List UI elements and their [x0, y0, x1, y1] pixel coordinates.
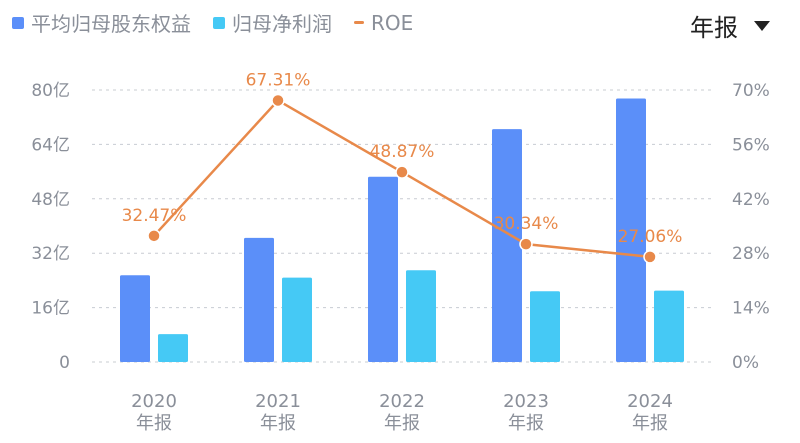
chart-legend: 平均归母股东权益 归母净利润 ROE — [12, 8, 413, 37]
y-right-tick-label: 0% — [732, 353, 759, 373]
bar-net-profit — [654, 290, 684, 362]
y-right-tick-label: 42% — [732, 190, 770, 210]
x-tick-label: 2022 — [379, 391, 425, 412]
roe-data-label: 30.34% — [494, 214, 559, 234]
roe-data-label: 27.06% — [618, 227, 683, 247]
period-selector[interactable]: 年报 — [690, 8, 770, 43]
roe-point — [271, 93, 285, 108]
roe-data-label: 32.47% — [122, 206, 187, 226]
y-right-tick-label: 70% — [732, 81, 770, 101]
legend-swatch-equity — [12, 16, 24, 29]
legend-item-roe: ROE — [354, 11, 413, 35]
legend-swatch-roe — [354, 21, 364, 24]
x-tick-label: 2023 — [503, 391, 549, 412]
bar-equity — [368, 176, 398, 362]
roe-point — [147, 229, 161, 243]
y-right-tick-label: 14% — [732, 299, 770, 319]
bar-equity — [120, 275, 150, 362]
x-tick-label: 2024 — [627, 391, 673, 412]
legend-swatch-net-profit — [213, 16, 225, 29]
legend-item-equity: 平均归母股东权益 — [12, 8, 191, 37]
bar-equity — [616, 98, 646, 362]
y-left-tick-label: 0 — [59, 353, 70, 373]
y-left-tick-label: 48亿 — [31, 190, 70, 210]
y-left-tick-label: 32亿 — [31, 244, 70, 264]
y-right-tick-label: 28% — [732, 244, 770, 264]
x-tick-label: 年报 — [632, 413, 668, 434]
legend-item-net-profit: 归母净利润 — [213, 8, 332, 37]
caret-down-icon — [754, 20, 770, 31]
x-tick-label: 年报 — [508, 413, 544, 434]
roe-data-label: 67.31% — [246, 70, 311, 90]
legend-label-equity: 平均归母股东权益 — [31, 12, 191, 36]
bar-net-profit — [158, 334, 188, 362]
bar-net-profit — [406, 270, 436, 362]
bar-equity — [492, 129, 522, 362]
roe-point — [519, 237, 533, 251]
roe-point — [395, 165, 409, 179]
bar-net-profit — [530, 291, 560, 362]
y-left-tick-label: 16亿 — [31, 299, 70, 319]
period-selector-label: 年报 — [690, 14, 738, 42]
y-right-tick-label: 56% — [732, 135, 770, 155]
x-tick-label: 年报 — [136, 413, 172, 434]
roe-point — [643, 250, 657, 264]
bar-equity — [244, 237, 274, 362]
roe-data-label: 48.87% — [370, 142, 435, 162]
legend-label-net-profit: 归母净利润 — [232, 12, 332, 36]
y-left-tick-label: 80亿 — [31, 81, 70, 101]
legend-label-roe: ROE — [371, 10, 414, 35]
x-tick-label: 2020 — [131, 391, 177, 412]
x-tick-label: 年报 — [260, 413, 296, 434]
y-left-tick-label: 64亿 — [31, 135, 70, 155]
x-tick-label: 年报 — [384, 413, 420, 434]
bar-net-profit — [282, 277, 312, 362]
x-tick-label: 2021 — [255, 391, 301, 412]
